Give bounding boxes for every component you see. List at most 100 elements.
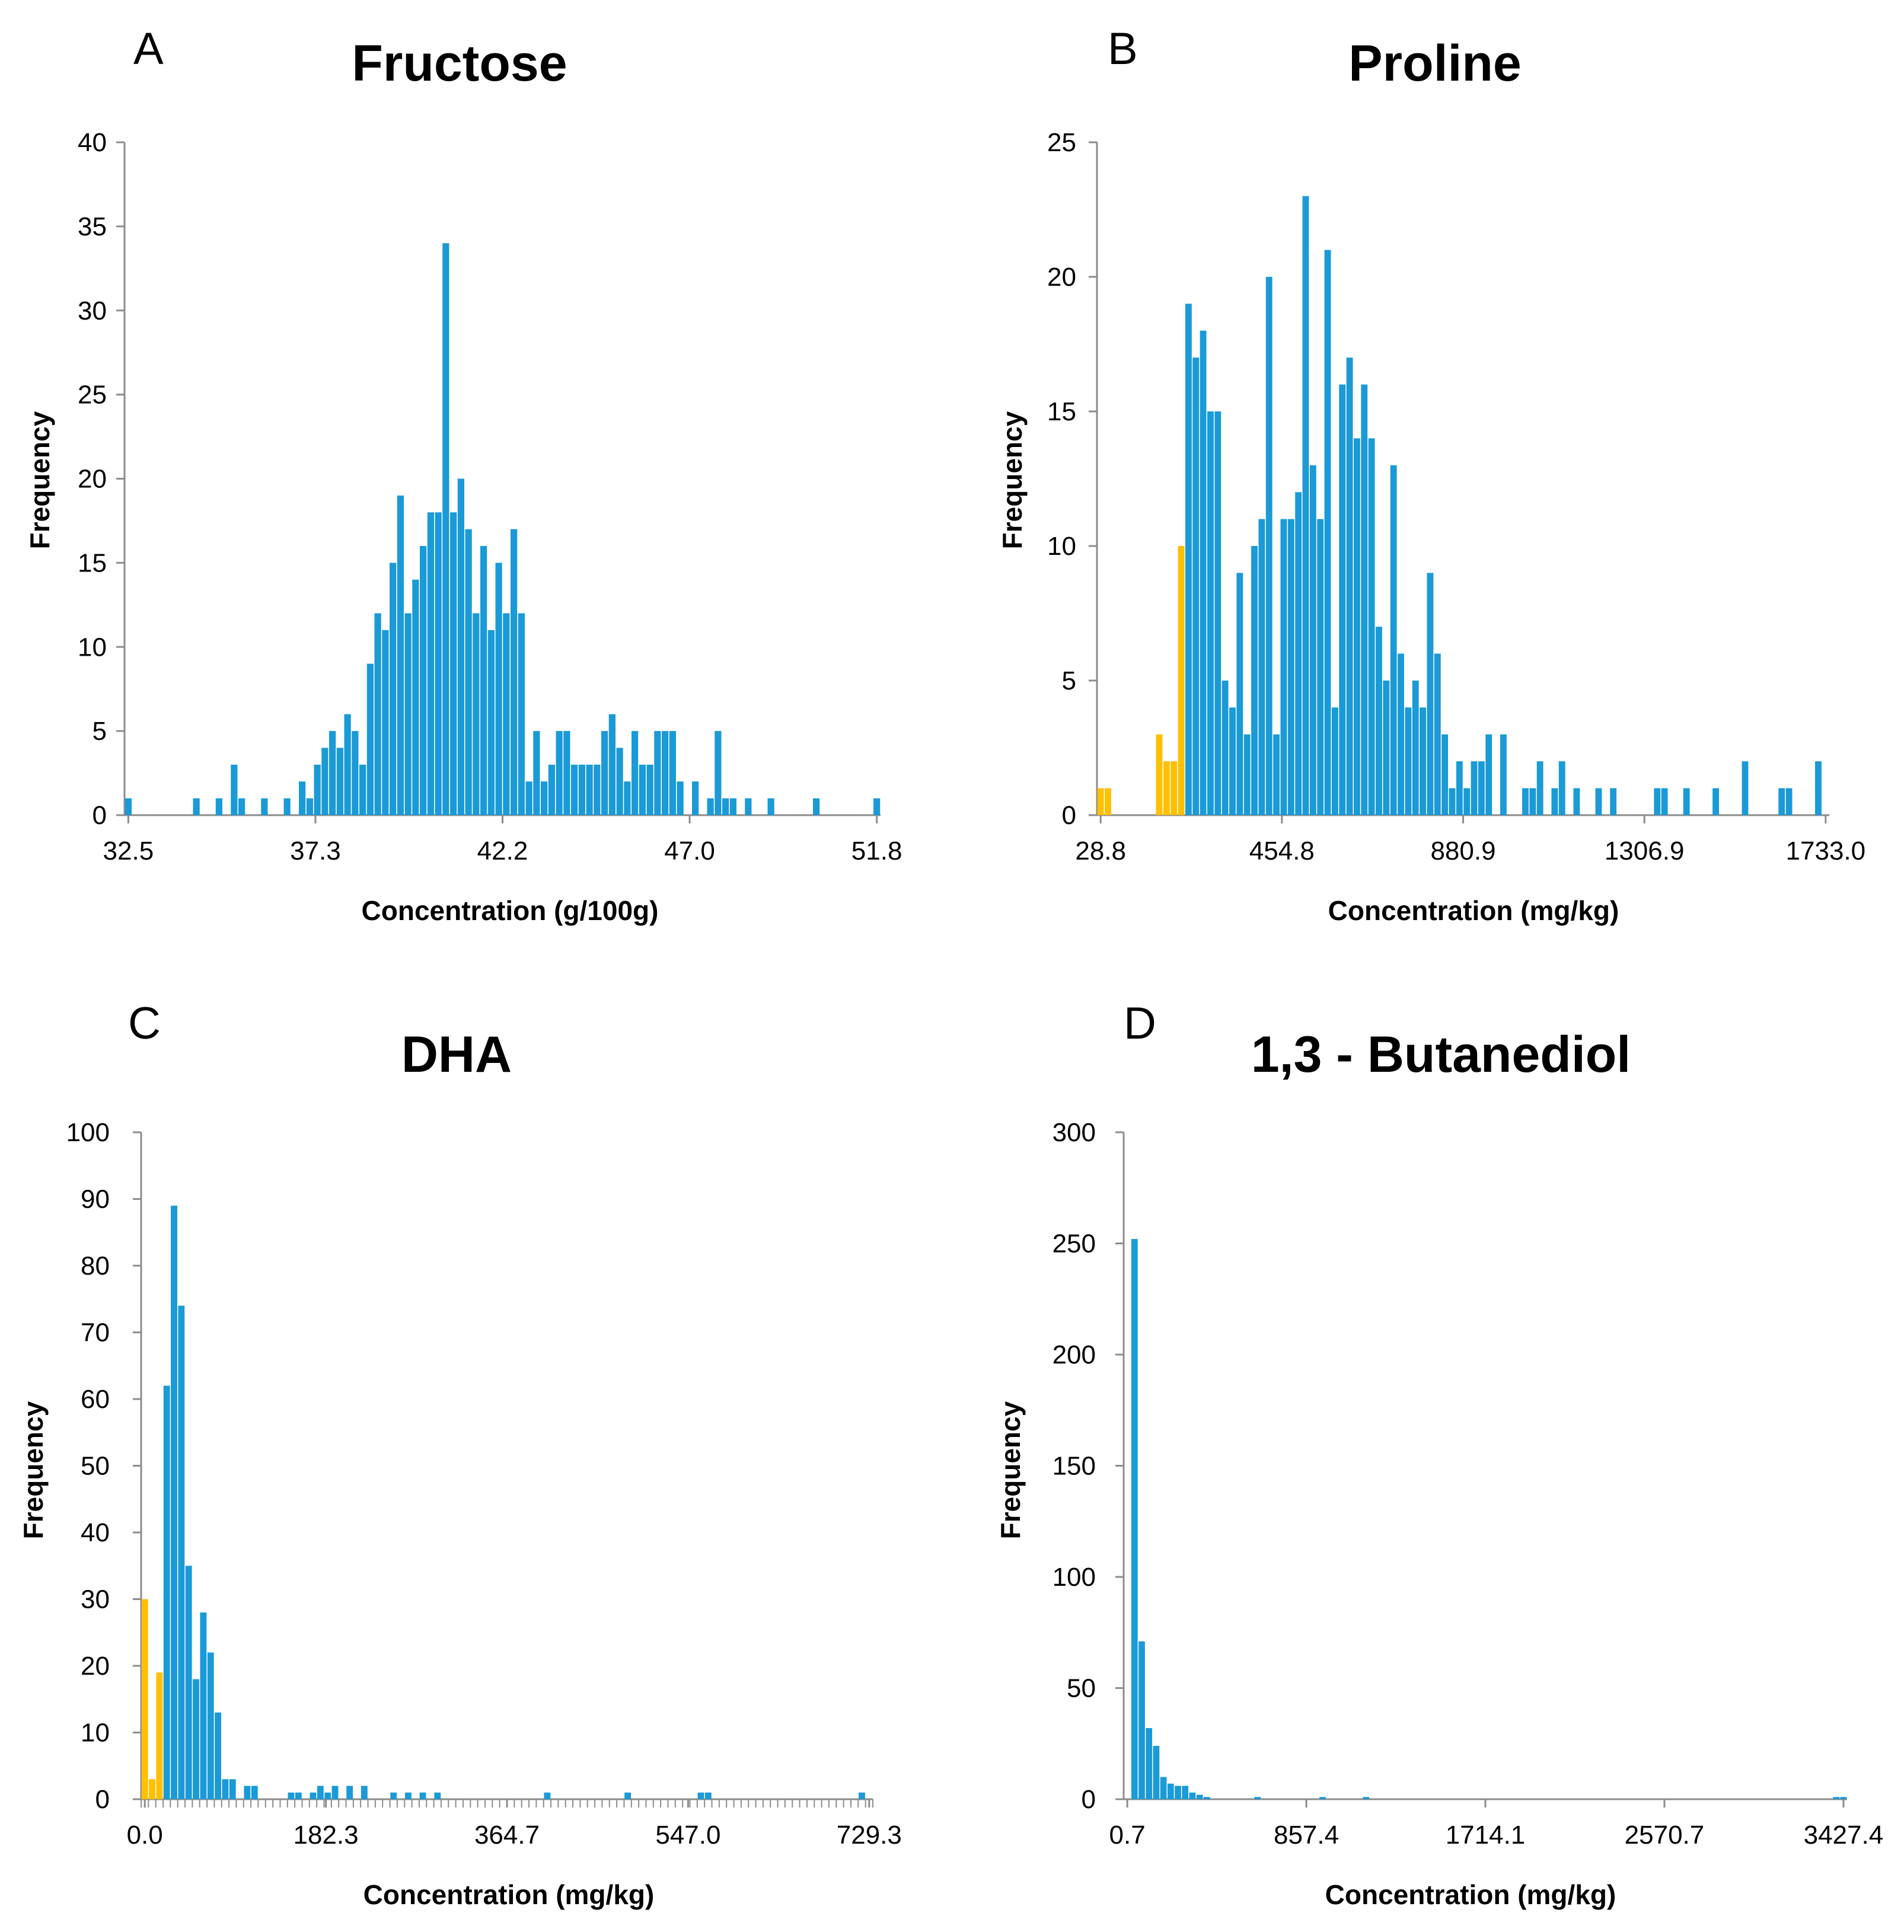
x-tick-label-a: 42.2 xyxy=(477,836,528,866)
panel-a: A Fructose Concentration (g/100g) Freque… xyxy=(24,24,902,926)
bar-b-main xyxy=(1522,788,1529,815)
bar-a-main xyxy=(306,798,313,815)
bar-c-main xyxy=(346,1786,353,1799)
y-tick-label-c: 50 xyxy=(81,1452,110,1481)
y-tick-label-b: 15 xyxy=(1047,397,1076,426)
bar-b-main xyxy=(1398,653,1404,815)
bar-b-highlight xyxy=(1105,788,1111,815)
bar-b-main xyxy=(1192,357,1200,815)
x-tick-label-b: 28.8 xyxy=(1075,836,1126,866)
panel-letter-c: C xyxy=(128,998,161,1049)
bar-a-main xyxy=(397,495,404,815)
bar-c-main xyxy=(288,1792,295,1799)
bar-b-main xyxy=(1309,465,1316,815)
bar-a-main xyxy=(238,798,245,815)
bar-a-main xyxy=(722,798,729,815)
bar-b-main xyxy=(1815,761,1822,815)
x-axis-label-c: Concentration (mg/kg) xyxy=(363,1879,655,1910)
bar-b-main xyxy=(1200,330,1207,815)
bar-b-main xyxy=(1331,707,1338,815)
y-tick-label-a: 25 xyxy=(78,381,107,410)
bar-a-main xyxy=(480,546,487,815)
y-tick-label-a: 15 xyxy=(78,548,107,577)
bar-c-main xyxy=(222,1779,229,1799)
y-tick-label-b: 20 xyxy=(1047,263,1076,292)
bar-b-main xyxy=(1258,519,1265,815)
x-tick-label-d: 3427.4 xyxy=(1804,1821,1884,1850)
y-tick-label-a: 30 xyxy=(78,296,107,325)
y-tick-label-d: 0 xyxy=(1082,1785,1096,1814)
panel-c: C DHA Concentration (mg/kg) Frequency 0 1… xyxy=(18,998,902,1910)
bar-b-main xyxy=(1595,788,1602,815)
x-tick-label-a: 47.0 xyxy=(664,836,715,866)
x-tick-label-a: 51.8 xyxy=(851,836,902,866)
y-tick-label-a: 10 xyxy=(78,633,107,662)
bar-d-main xyxy=(1203,1797,1210,1799)
bar-b-main xyxy=(1500,734,1507,815)
y-tick-label-c: 10 xyxy=(81,1719,110,1748)
bar-a-main xyxy=(639,764,646,815)
y-tick-label-d: 250 xyxy=(1053,1230,1096,1259)
bar-a-main xyxy=(571,764,578,815)
plot-area-a: 0 5 10 15 20 25 30 35 40 32.5 37.3 42.2 47.0 51.8 xyxy=(78,128,902,866)
bar-c-main xyxy=(331,1786,339,1799)
bar-a-main xyxy=(563,731,570,815)
panel-title-a: Fructose xyxy=(352,35,567,92)
bar-a-main xyxy=(511,529,518,815)
bar-d-main xyxy=(1175,1786,1181,1799)
y-tick-label-a: 20 xyxy=(78,465,107,494)
bar-a-main xyxy=(382,630,389,815)
bar-a-main xyxy=(344,714,351,815)
bar-b-main xyxy=(1353,438,1360,815)
panel-letter-d: D xyxy=(1124,998,1156,1049)
bar-a-main xyxy=(677,781,684,815)
bar-a-main xyxy=(715,731,722,815)
bar-a-main xyxy=(435,512,442,815)
bar-b-main xyxy=(1712,788,1720,815)
bar-a-main xyxy=(608,714,615,815)
bar-b-main xyxy=(1361,384,1368,815)
bar-a-main xyxy=(601,731,608,815)
bar-d-main xyxy=(1196,1794,1203,1799)
bar-c-main xyxy=(207,1652,214,1799)
bar-b-highlight xyxy=(1171,761,1178,815)
y-tick-label-b: 5 xyxy=(1062,666,1076,695)
bar-b-main xyxy=(1390,465,1397,815)
panel-letter-a: A xyxy=(133,24,164,74)
bar-a-main xyxy=(533,731,540,815)
bar-b-main xyxy=(1251,546,1258,815)
x-tick-label-a: 37.3 xyxy=(290,836,341,866)
x-tick-label-d: 857.4 xyxy=(1274,1821,1339,1850)
bar-b-main xyxy=(1785,788,1793,815)
bar-d-main xyxy=(1840,1797,1847,1799)
bar-a-main xyxy=(359,764,366,815)
bar-a-main xyxy=(283,798,291,815)
y-tick-label-b: 0 xyxy=(1062,801,1076,830)
bar-a-main xyxy=(495,563,502,815)
bar-a-main xyxy=(586,764,593,815)
y-tick-label-c: 30 xyxy=(81,1585,110,1614)
bar-a-main xyxy=(548,764,555,815)
y-tick-label-a: 0 xyxy=(93,801,107,830)
bar-a-main xyxy=(654,731,661,815)
bar-a-main xyxy=(525,781,532,815)
bar-d-main xyxy=(1160,1777,1167,1799)
bar-a-main xyxy=(314,764,321,815)
bar-a-main xyxy=(215,798,222,815)
bar-b-main xyxy=(1317,519,1324,815)
bar-c-main xyxy=(624,1792,632,1799)
bar-a-main xyxy=(707,798,714,815)
bar-a-main xyxy=(374,613,381,815)
y-tick-label-d: 50 xyxy=(1067,1674,1096,1703)
bar-b-main xyxy=(1287,519,1294,815)
bar-c-main xyxy=(704,1792,712,1799)
bar-d-main xyxy=(1146,1728,1153,1799)
bar-a-main xyxy=(336,748,343,815)
bar-c-main xyxy=(544,1792,551,1799)
y-axis-label-b: Frequency xyxy=(997,411,1028,549)
y-tick-label-c: 100 xyxy=(66,1118,110,1147)
bar-b-main xyxy=(1463,788,1471,815)
bar-b-main xyxy=(1449,788,1456,815)
bar-c-main xyxy=(163,1385,170,1799)
x-tick-label-b: 1733.0 xyxy=(1786,836,1866,866)
